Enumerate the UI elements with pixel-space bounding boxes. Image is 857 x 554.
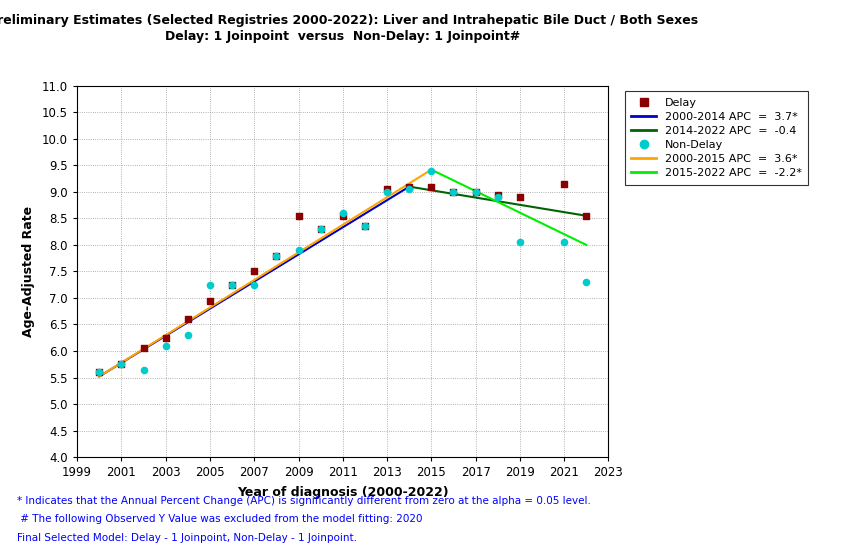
- Point: [469, 187, 482, 196]
- Text: # The following Observed Y Value was excluded from the model fitting: 2020: # The following Observed Y Value was exc…: [17, 514, 423, 524]
- Point: [381, 185, 394, 194]
- Point: [115, 360, 129, 369]
- Point: [248, 280, 261, 289]
- Point: [137, 344, 151, 353]
- Point: [402, 182, 416, 191]
- Point: [557, 238, 571, 247]
- Point: [225, 280, 239, 289]
- Point: [203, 280, 217, 289]
- Text: Final Selected Model: Delay - 1 Joinpoint, Non-Delay - 1 Joinpoint.: Final Selected Model: Delay - 1 Joinpoin…: [17, 533, 357, 543]
- Point: [181, 331, 195, 340]
- Point: [291, 246, 305, 255]
- Point: [424, 182, 438, 191]
- Point: [115, 360, 129, 369]
- Point: [557, 179, 571, 188]
- Point: [579, 278, 593, 286]
- Point: [469, 187, 482, 196]
- Point: [491, 190, 505, 199]
- Point: [446, 187, 460, 196]
- Point: [358, 222, 372, 231]
- Point: [203, 296, 217, 305]
- Point: [314, 224, 327, 233]
- Text: Preliminary Estimates (Selected Registries 2000-2022): Liver and Intrahepatic Bi: Preliminary Estimates (Selected Registri…: [0, 14, 698, 27]
- Text: Delay: 1 Joinpoint  versus  Non-Delay: 1 Joinpoint#: Delay: 1 Joinpoint versus Non-Delay: 1 J…: [165, 30, 520, 43]
- Point: [424, 166, 438, 175]
- Point: [137, 365, 151, 374]
- Point: [491, 193, 505, 202]
- Point: [358, 222, 372, 231]
- Point: [93, 368, 106, 377]
- Legend: Delay, 2000-2014 APC  =  3.7*, 2014-2022 APC  =  -0.4, Non-Delay, 2000-2015 APC : Delay, 2000-2014 APC = 3.7*, 2014-2022 A…: [625, 91, 808, 185]
- Y-axis label: Age-Adjusted Rate: Age-Adjusted Rate: [22, 206, 35, 337]
- Point: [93, 368, 106, 377]
- Point: [381, 187, 394, 196]
- Point: [225, 280, 239, 289]
- Point: [269, 251, 283, 260]
- Point: [159, 334, 172, 342]
- Point: [159, 341, 172, 350]
- Text: * Indicates that the Annual Percent Change (APC) is significantly different from: * Indicates that the Annual Percent Chan…: [17, 496, 591, 506]
- Point: [402, 185, 416, 194]
- Point: [513, 193, 527, 202]
- Point: [579, 211, 593, 220]
- X-axis label: Year of diagnosis (2000-2022): Year of diagnosis (2000-2022): [237, 486, 448, 499]
- Point: [336, 209, 350, 218]
- Point: [181, 315, 195, 324]
- Point: [336, 211, 350, 220]
- Point: [513, 238, 527, 247]
- Point: [291, 211, 305, 220]
- Point: [314, 224, 327, 233]
- Point: [248, 267, 261, 276]
- Point: [269, 251, 283, 260]
- Point: [446, 187, 460, 196]
